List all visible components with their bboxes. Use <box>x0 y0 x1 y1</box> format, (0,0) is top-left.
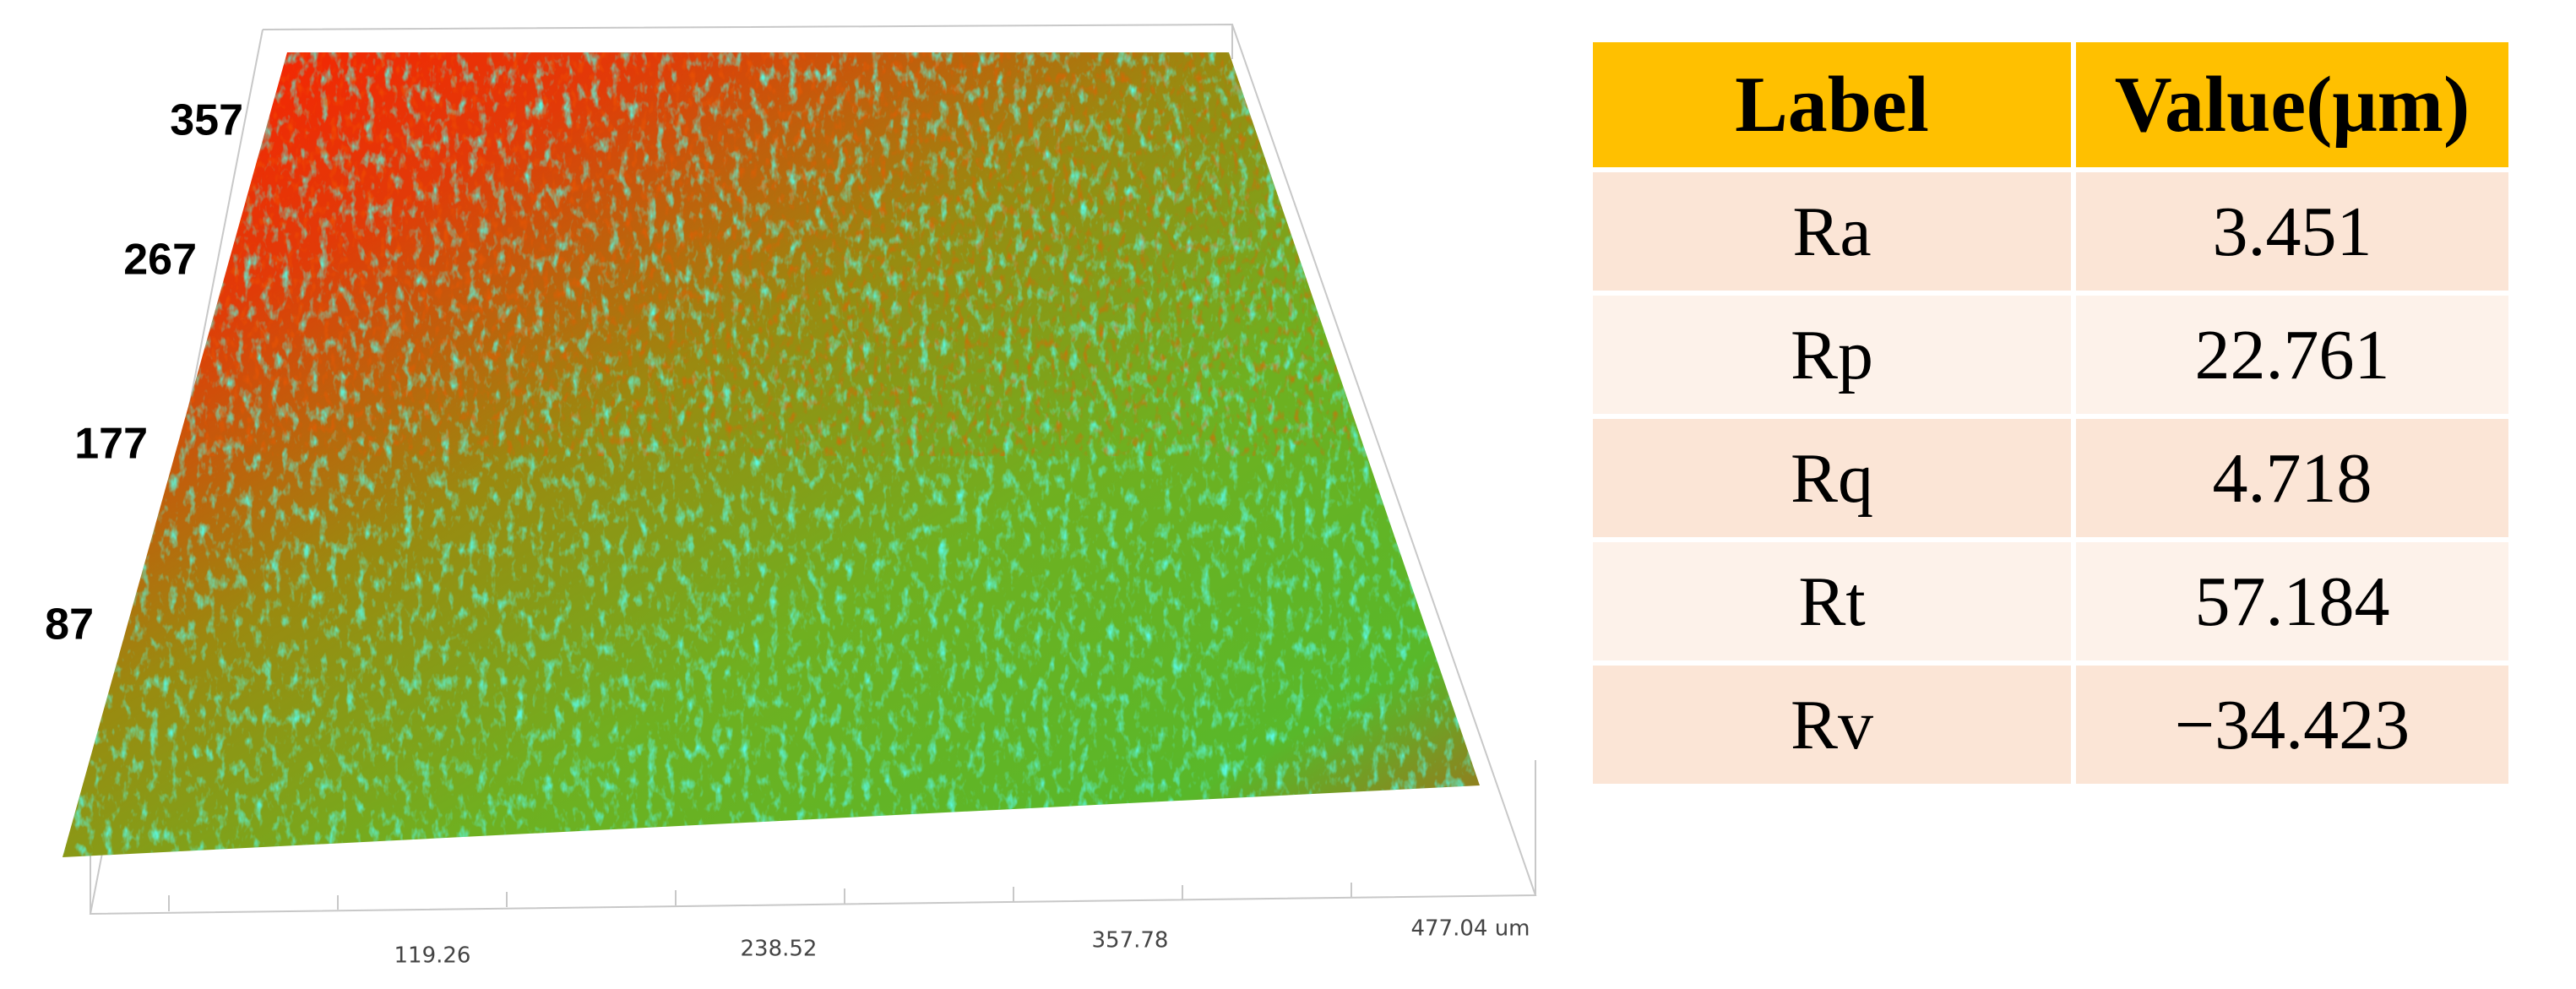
surface <box>62 52 1480 857</box>
x-axis-label: 357.78 <box>1092 928 1169 954</box>
x-axis-label: 238.52 <box>741 937 818 962</box>
label-cell: Rv <box>1593 666 2071 784</box>
value-cell: 57.184 <box>2076 542 2508 660</box>
header-cell: Label <box>1593 42 2071 167</box>
value-cell: −34.423 <box>2076 666 2508 784</box>
table-row: Rq 4.718 <box>1593 419 2508 537</box>
label-cell: Rp <box>1593 296 2071 414</box>
value-cell: 4.718 <box>2076 419 2508 537</box>
x-axis-label: 477.04 um <box>1410 916 1530 942</box>
table-row: Rt 57.184 <box>1593 542 2508 660</box>
value-cell: 3.451 <box>2076 172 2508 291</box>
value-cell: 22.761 <box>2076 296 2508 414</box>
label-cell: Rt <box>1593 542 2071 660</box>
table-row: Rp 22.761 <box>1593 296 2508 414</box>
z-axis-label: 267 <box>123 236 197 285</box>
z-axis-label: 177 <box>74 420 148 469</box>
label-cell: Ra <box>1593 172 2071 291</box>
roughness-table: Label Value(μm) Ra 3.451 Rp 22.761 Rq 4.718 Rt… <box>1588 37 2514 789</box>
x-axis-label: 119.26 <box>394 943 471 969</box>
table-row: Rv −34.423 <box>1593 666 2508 784</box>
label-cell: Rq <box>1593 419 2071 537</box>
header-cell: Value(μm) <box>2076 42 2508 167</box>
z-axis-label: 357 <box>170 96 243 145</box>
table-row: Ra 3.451 <box>1593 172 2508 291</box>
surface-plot: 357 267 177 87 119.26 238.52 357.78 477.04 um <box>45 23 1537 969</box>
z-axis-label: 87 <box>45 600 94 649</box>
